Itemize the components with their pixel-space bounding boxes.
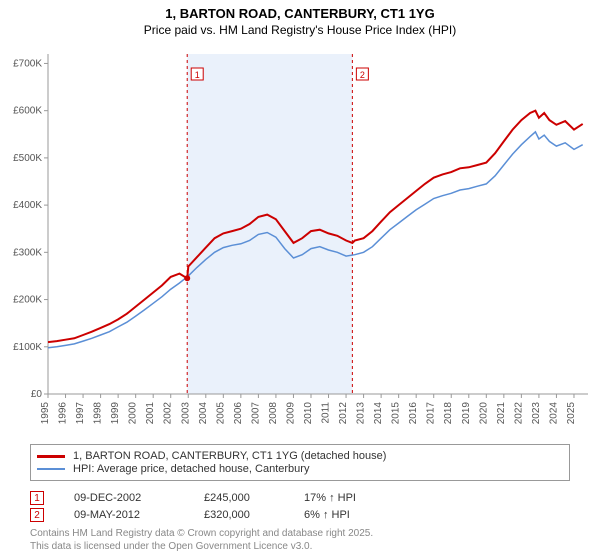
svg-text:2018: 2018 (443, 402, 454, 425)
svg-text:2: 2 (360, 70, 365, 80)
legend-swatch-1 (37, 455, 65, 458)
svg-text:£500K: £500K (13, 153, 42, 164)
legend-row-1: 1, BARTON ROAD, CANTERBURY, CT1 1YG (det… (37, 450, 563, 462)
svg-text:2004: 2004 (198, 402, 209, 425)
svg-text:2021: 2021 (496, 402, 507, 425)
svg-text:2005: 2005 (215, 402, 226, 425)
marker-price-1: £245,000 (204, 492, 304, 504)
svg-text:1999: 1999 (110, 402, 121, 425)
svg-text:£0: £0 (31, 389, 43, 400)
footer-line-1: Contains HM Land Registry data © Crown c… (30, 528, 373, 541)
marker-date-1: 09-DEC-2002 (74, 492, 204, 504)
marker-row-2: 2 09-MAY-2012 £320,000 6% ↑ HPI (30, 508, 424, 522)
svg-text:1996: 1996 (58, 402, 69, 425)
marker-badge-1: 1 (30, 491, 44, 505)
svg-text:2002: 2002 (163, 402, 174, 425)
svg-text:2024: 2024 (548, 402, 559, 425)
svg-text:2003: 2003 (180, 402, 191, 425)
svg-text:2016: 2016 (408, 402, 419, 425)
svg-text:£400K: £400K (13, 200, 42, 211)
svg-text:£600K: £600K (13, 106, 42, 117)
svg-text:2023: 2023 (531, 402, 542, 425)
svg-text:2011: 2011 (321, 402, 332, 424)
svg-text:2006: 2006 (233, 402, 244, 425)
svg-text:2007: 2007 (250, 402, 261, 425)
svg-text:2008: 2008 (268, 402, 279, 425)
legend-label-1: 1, BARTON ROAD, CANTERBURY, CT1 1YG (det… (73, 450, 386, 462)
chart-svg: £0 £100K £200K £300K £400K £500K £600K £700K 199… (12, 46, 592, 436)
svg-text:£100K: £100K (13, 342, 42, 353)
marker-price-2: £320,000 (204, 509, 304, 521)
svg-text:1997: 1997 (75, 402, 86, 425)
svg-text:2009: 2009 (285, 402, 296, 425)
svg-text:2022: 2022 (513, 402, 524, 425)
chart: £0 £100K £200K £300K £400K £500K £600K £700K 199… (12, 46, 592, 436)
marker-date-2: 09-MAY-2012 (74, 509, 204, 521)
svg-text:2015: 2015 (391, 402, 402, 425)
svg-text:2020: 2020 (478, 402, 489, 425)
svg-text:2000: 2000 (128, 402, 139, 425)
svg-text:1998: 1998 (93, 402, 104, 425)
svg-text:£700K: £700K (13, 58, 42, 69)
marker-row-1: 1 09-DEC-2002 £245,000 17% ↑ HPI (30, 491, 424, 505)
svg-text:2001: 2001 (145, 402, 156, 425)
marker-pct-2: 6% ↑ HPI (304, 509, 424, 521)
legend: 1, BARTON ROAD, CANTERBURY, CT1 1YG (det… (30, 444, 570, 481)
title-line-2: Price paid vs. HM Land Registry's House … (0, 23, 600, 37)
svg-text:1: 1 (195, 70, 200, 80)
svg-text:1995: 1995 (40, 402, 51, 425)
marker-badge-2: 2 (30, 508, 44, 522)
svg-text:2017: 2017 (426, 402, 437, 425)
title-line-1: 1, BARTON ROAD, CANTERBURY, CT1 1YG (0, 6, 600, 21)
svg-text:2010: 2010 (303, 402, 314, 425)
legend-swatch-2 (37, 468, 65, 470)
chart-title-block: 1, BARTON ROAD, CANTERBURY, CT1 1YG Pric… (0, 0, 600, 37)
svg-text:£300K: £300K (13, 247, 42, 258)
svg-text:2025: 2025 (566, 402, 577, 425)
marker-table: 1 09-DEC-2002 £245,000 17% ↑ HPI 2 09-MA… (30, 488, 424, 525)
svg-text:2019: 2019 (461, 402, 472, 425)
svg-text:2013: 2013 (356, 402, 367, 425)
footer: Contains HM Land Registry data © Crown c… (30, 528, 373, 553)
marker-pct-1: 17% ↑ HPI (304, 492, 424, 504)
legend-row-2: HPI: Average price, detached house, Cant… (37, 463, 563, 475)
legend-label-2: HPI: Average price, detached house, Cant… (73, 463, 309, 475)
svg-text:2014: 2014 (373, 402, 384, 425)
footer-line-2: This data is licensed under the Open Gov… (30, 541, 373, 554)
svg-text:£200K: £200K (13, 295, 42, 306)
svg-text:2012: 2012 (338, 402, 349, 425)
